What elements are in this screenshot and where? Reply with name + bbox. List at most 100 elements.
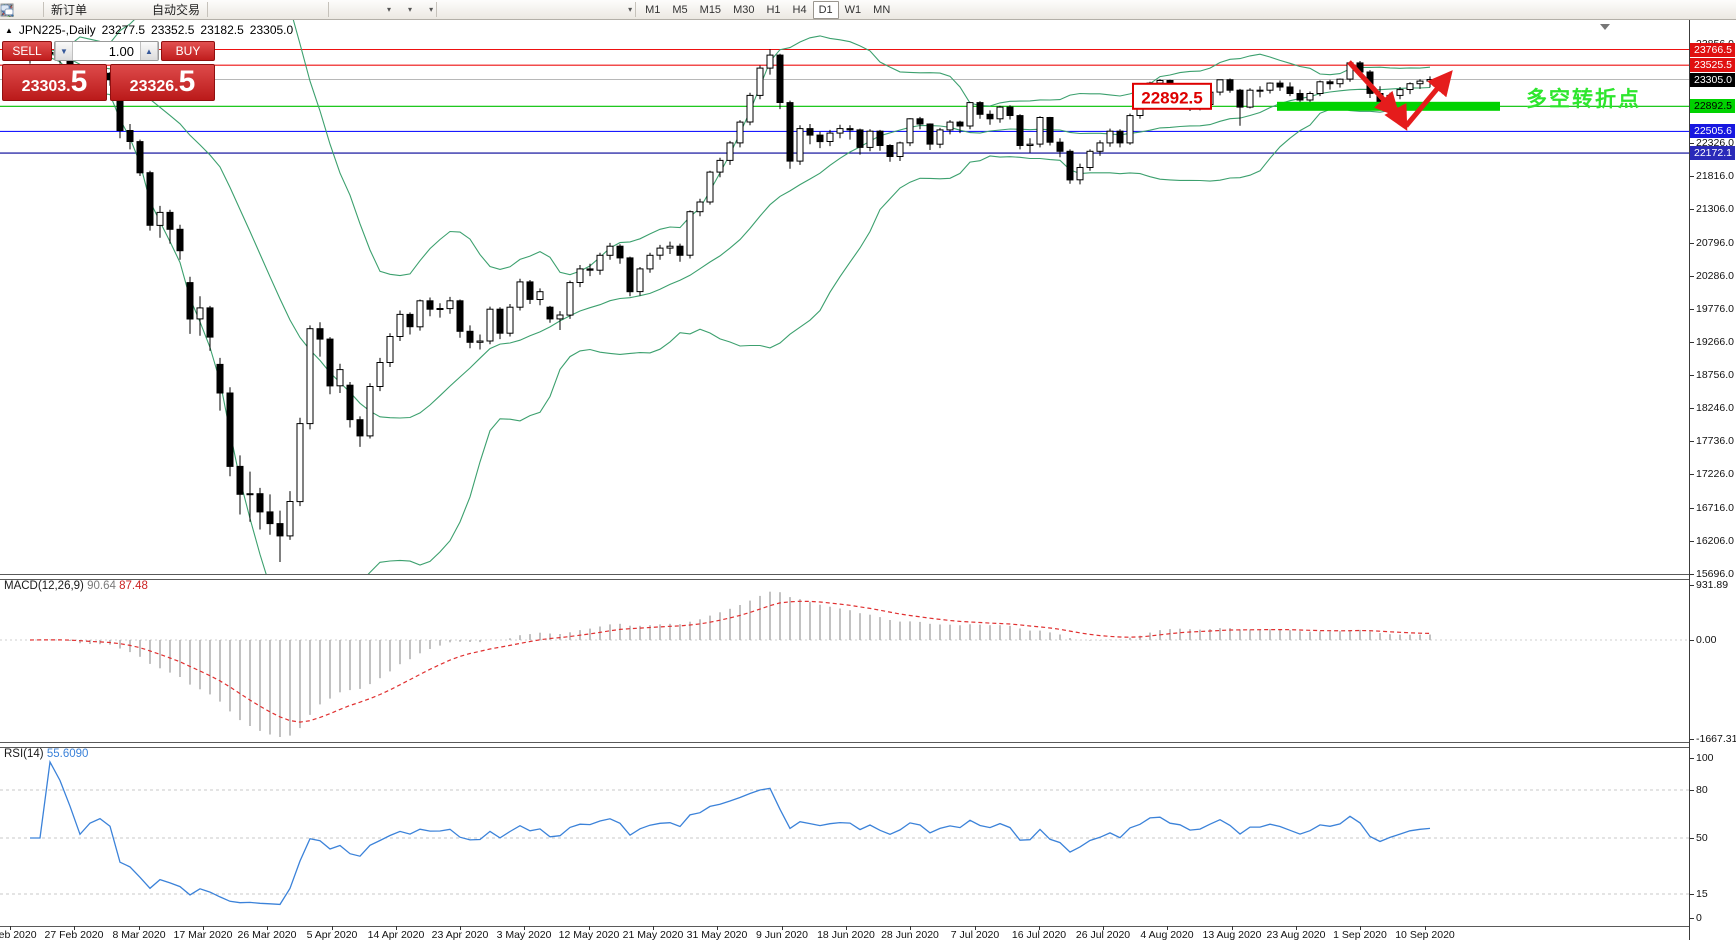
- volume-stepper: ▼ 1.00 ▲: [54, 41, 159, 61]
- timeframe-M1-button[interactable]: M1: [645, 3, 661, 16]
- rsi-line[interactable]: [30, 759, 1431, 906]
- date-label: 3 May 2020: [496, 929, 552, 940]
- timeframe-M5-button[interactable]: M5: [672, 3, 688, 16]
- text-icon[interactable]: A: [3, 1, 592, 19]
- date-label: 17 Mar 2020: [173, 929, 233, 940]
- date-tick: [1296, 926, 1297, 930]
- one-click-trade-panel: SELL ▼ 1.00 ▲ BUY 23303. 5 23326. 5: [2, 41, 215, 101]
- chart-shift-icon[interactable]: [1, 1, 370, 19]
- axis-tick: [1690, 176, 1694, 177]
- price-tick-label: 18246.0: [1696, 402, 1734, 414]
- templates-dropdown-caret[interactable]: ▾: [429, 5, 434, 14]
- timeframe-M30-button[interactable]: M30: [733, 3, 755, 16]
- periods-dropdown-caret[interactable]: ▾: [408, 5, 413, 14]
- search-icon[interactable]: [1, 1, 1709, 19]
- signals-icon[interactable]: [1, 1, 148, 19]
- price-tick-label: 19266.0: [1696, 336, 1734, 348]
- fibonacci-icon[interactable]: F: [1, 1, 573, 19]
- new-order-button[interactable]: 新订单: [0, 1, 91, 19]
- volume-input[interactable]: 1.00: [108, 44, 134, 59]
- auto-scroll-icon[interactable]: [1, 1, 351, 19]
- arrows-dropdown-caret[interactable]: ▾: [628, 5, 633, 14]
- macd-title: MACD(12,26,9) 90.64 87.48: [4, 580, 148, 592]
- timeframe-W1-button[interactable]: W1: [844, 3, 862, 16]
- trend-arrows-annotation[interactable]: [1347, 60, 1453, 131]
- rsi-panel-splitter[interactable]: [0, 742, 1689, 748]
- bollinger-middle-band[interactable]: [49, 53, 1431, 419]
- vertical-line-icon[interactable]: [6, 1, 497, 19]
- sell-button[interactable]: SELL: [2, 41, 52, 61]
- date-label: 23 Apr 2020: [431, 929, 489, 940]
- rsi-indicator-plot[interactable]: [0, 746, 1689, 926]
- sell-price-dec: 5: [70, 65, 88, 98]
- metaeditor-icon[interactable]: [1, 1, 110, 19]
- timeframe-D1-button[interactable]: D1: [812, 0, 839, 19]
- macd-panel-splitter[interactable]: [0, 574, 1689, 580]
- indicators-dropdown-caret[interactable]: ▾: [387, 5, 392, 14]
- sell-price-box[interactable]: 23303. 5: [2, 64, 107, 101]
- community-icon[interactable]: [2, 1, 129, 19]
- trendline-icon[interactable]: [1, 1, 535, 19]
- chart-profiles-icon[interactable]: [0, 1, 40, 19]
- chat-icon[interactable]: [0, 1, 1728, 19]
- date-label: 10 Sep 2020: [1395, 929, 1455, 940]
- text-label-icon[interactable]: T: [1, 1, 611, 19]
- price-tick-label: 19776.0: [1696, 303, 1734, 315]
- axis-tick: [1690, 375, 1694, 376]
- timeframe-H1-button[interactable]: H1: [766, 3, 781, 16]
- date-tick: [203, 926, 204, 930]
- zoom-out-icon[interactable]: [1, 1, 306, 19]
- zoom-in-icon[interactable]: [1, 1, 287, 19]
- date-tick: [782, 926, 783, 930]
- macd-value: 90.64: [87, 580, 116, 592]
- autotrading-button[interactable]: 自动交易: [1, 1, 204, 19]
- tile-windows-icon[interactable]: [1, 1, 325, 19]
- buy-price-dec: 5: [178, 65, 196, 98]
- bar-chart-icon[interactable]: [2, 1, 230, 19]
- volume-decrease-button[interactable]: ▼: [55, 42, 73, 60]
- macd-signal-line[interactable]: [29, 600, 1431, 723]
- price-tick-label: 17226.0: [1696, 468, 1734, 480]
- equidistant-channel-icon[interactable]: E: [0, 1, 554, 19]
- macd-histogram[interactable]: [30, 591, 1431, 737]
- crosshair-icon[interactable]: [1, 1, 478, 19]
- axis-tick: [1690, 243, 1694, 244]
- main-chart-plot[interactable]: 22892.5: [0, 20, 1689, 576]
- collapse-triangle-icon[interactable]: ▲: [5, 25, 13, 35]
- macd-indicator-plot[interactable]: [0, 578, 1689, 743]
- date-axis[interactable]: 8 Feb 2020 27 Feb 2020 8 Mar 2020 17 Mar 20…: [0, 926, 1689, 940]
- line-chart-icon[interactable]: [0, 1, 268, 19]
- chart-shift-marker[interactable]: [1600, 24, 1610, 30]
- date-tick: [846, 926, 847, 930]
- price-tick-label: 16206.0: [1696, 535, 1734, 547]
- date-tick: [267, 926, 268, 930]
- date-tick: [910, 926, 911, 930]
- chart-header: ▲ JPN225-,Daily 23277.5 23352.5 23182.5 …: [5, 23, 293, 37]
- bollinger-upper-band[interactable]: [49, 20, 1431, 277]
- ohlc-close: 23305.0: [249, 23, 294, 37]
- price-callout-box[interactable]: 22892.5: [1132, 82, 1212, 110]
- candles[interactable]: [26, 49, 1434, 562]
- timeframe-MN-button[interactable]: MN: [873, 3, 891, 16]
- buy-button[interactable]: BUY: [161, 41, 215, 61]
- macd-signal-value: 87.48: [119, 580, 148, 592]
- date-label: 16 Jul 2020: [1011, 929, 1067, 940]
- date-label: 5 Apr 2020: [306, 929, 358, 940]
- rsi-value: 55.6090: [46, 748, 89, 760]
- price-tick-label: 16716.0: [1696, 502, 1734, 514]
- timeframe-M15-button[interactable]: M15: [699, 3, 722, 16]
- rsi-axis-label: 50: [1696, 832, 1708, 844]
- cursor-icon[interactable]: [4, 1, 459, 19]
- date-label: 26 Jul 2020: [1075, 929, 1131, 940]
- date-tick: [1103, 926, 1104, 930]
- axis-tick: [1690, 441, 1694, 442]
- buy-price-box[interactable]: 23326. 5: [110, 64, 215, 101]
- date-tick: [1039, 926, 1040, 930]
- bollinger-lower-band[interactable]: [49, 56, 1431, 577]
- horizontal-line-icon[interactable]: [1, 1, 516, 19]
- price-tick-label: 17736.0: [1696, 435, 1734, 447]
- price-axis[interactable]: 23856.023346.022836.022326.021816.021306…: [1689, 20, 1736, 940]
- timeframe-H4-button[interactable]: H4: [792, 3, 807, 16]
- candlestick-chart-icon[interactable]: [2, 1, 249, 19]
- volume-increase-button[interactable]: ▲: [140, 42, 158, 60]
